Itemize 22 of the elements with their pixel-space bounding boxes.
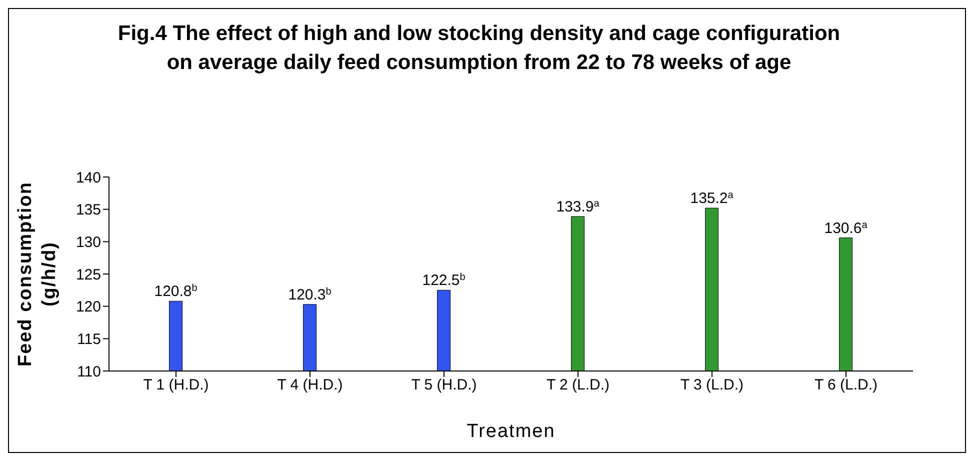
y-tick-label: 110 — [77, 363, 101, 380]
y-axis-title: Feed consumption (g/h/d) — [15, 182, 60, 366]
y-tick-label: 125 — [76, 266, 101, 284]
y-tick-label: 115 — [77, 330, 101, 348]
data-label: 135.2$^{a}$ — [690, 190, 734, 208]
x-tick-label: T 3 (L.D.) — [680, 376, 744, 394]
data-label: 133.9$^{a}$ — [556, 198, 600, 216]
y-tick-label: 130 — [76, 234, 101, 251]
x-axis-title: Treatmen — [466, 421, 556, 442]
x-tick-label: T 6 (L.D.) — [814, 376, 878, 394]
y-tick-label: 135 — [76, 202, 101, 219]
y-tick-label: 140 — [76, 169, 101, 186]
y-tick-label: 120 — [76, 298, 101, 316]
x-tick-label: T 4 (H.D.) — [277, 376, 343, 394]
x-tick-label: T 2 (L.D.) — [546, 376, 610, 394]
x-tick-label: T 1 (H.D.) — [143, 376, 209, 394]
data-label: 130.6$^{a}$ — [824, 219, 868, 237]
x-tick-label: T 5 (H.D.) — [411, 376, 477, 394]
data-label: 122.5$^{b}$ — [422, 272, 466, 290]
data-label: 120.8$^{b}$ — [154, 282, 198, 300]
data-label: 120.3$^{b}$ — [288, 286, 332, 304]
chart-title: Fig.4 The effect of high and low stocking density and cage configuration on average daily feed consumption from 22 to 78 weeks of age — [116, 21, 842, 76]
